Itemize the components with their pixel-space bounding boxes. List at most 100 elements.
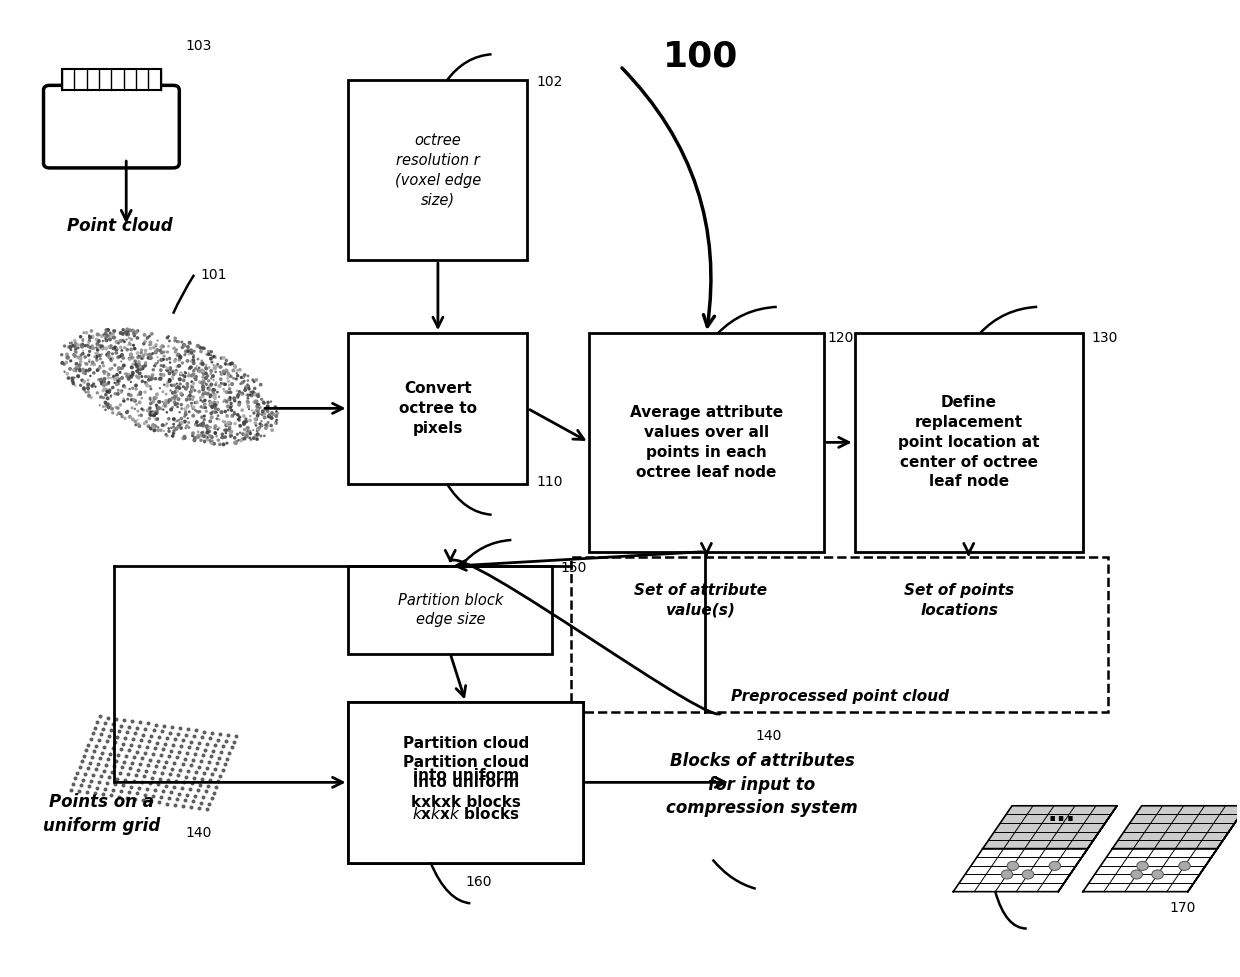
Point xyxy=(99,339,119,355)
Point xyxy=(71,329,91,345)
Point xyxy=(82,749,102,765)
Point xyxy=(100,383,120,399)
Point xyxy=(176,406,196,422)
Point xyxy=(169,347,188,362)
Point xyxy=(136,740,156,755)
Point xyxy=(206,425,226,441)
Point xyxy=(248,426,268,442)
Point xyxy=(143,367,162,383)
Point xyxy=(103,380,123,396)
Point xyxy=(128,369,148,385)
Point xyxy=(118,321,138,337)
Point xyxy=(112,718,131,734)
Point xyxy=(196,370,216,386)
Point xyxy=(109,405,129,421)
Point xyxy=(267,416,286,432)
Point xyxy=(181,734,201,749)
Point xyxy=(252,406,272,422)
Point xyxy=(83,339,103,355)
Point xyxy=(197,425,217,441)
Point xyxy=(244,381,264,397)
Point xyxy=(222,356,242,371)
Point xyxy=(62,370,82,386)
Point xyxy=(63,338,83,354)
Point xyxy=(87,714,107,730)
Point xyxy=(232,403,252,418)
Point xyxy=(118,766,138,782)
Point xyxy=(97,328,117,344)
Point xyxy=(207,404,227,420)
Point xyxy=(99,350,119,365)
Point xyxy=(184,728,203,743)
Point xyxy=(139,734,159,749)
Point xyxy=(102,388,122,404)
Point xyxy=(122,331,141,347)
Point xyxy=(246,415,265,431)
Point xyxy=(99,728,119,743)
Point xyxy=(175,408,195,424)
Point xyxy=(160,351,180,366)
FancyBboxPatch shape xyxy=(348,567,552,654)
Point xyxy=(172,415,192,431)
Point xyxy=(55,357,74,372)
Point xyxy=(207,755,227,771)
Point xyxy=(129,357,149,372)
Point xyxy=(92,376,112,392)
Point xyxy=(128,412,148,428)
Point xyxy=(146,387,166,403)
Point xyxy=(200,429,219,445)
Point xyxy=(120,737,140,752)
Point xyxy=(193,424,213,440)
Point xyxy=(131,733,151,748)
Point xyxy=(89,338,109,354)
Point xyxy=(166,364,186,380)
Point xyxy=(203,385,223,401)
Point xyxy=(167,348,187,363)
Point xyxy=(99,375,119,391)
Point xyxy=(139,372,159,388)
Point xyxy=(82,323,102,339)
Text: Average attribute
values over all
points in each
octree leaf node: Average attribute values over all points… xyxy=(630,405,782,480)
Point xyxy=(123,359,143,374)
Point xyxy=(218,727,238,743)
Point xyxy=(200,378,219,394)
Point xyxy=(263,406,283,422)
Point xyxy=(162,385,182,401)
Point xyxy=(120,381,140,397)
Point xyxy=(110,340,130,356)
Point xyxy=(247,431,267,446)
Point xyxy=(210,411,229,427)
Point xyxy=(76,356,95,371)
Point xyxy=(123,411,143,427)
Point xyxy=(172,387,192,403)
Point xyxy=(207,428,227,444)
Point xyxy=(212,430,232,446)
Point xyxy=(102,338,122,354)
Point xyxy=(206,418,226,434)
Point xyxy=(197,387,217,403)
Point xyxy=(170,762,190,778)
Point xyxy=(180,335,200,351)
Point xyxy=(228,387,248,403)
Point xyxy=(170,720,190,736)
Point xyxy=(91,750,110,766)
Point xyxy=(150,343,170,359)
Point xyxy=(102,370,122,386)
Point xyxy=(237,427,257,443)
Point xyxy=(136,331,156,347)
Point xyxy=(125,413,145,429)
Point xyxy=(208,408,228,424)
Point xyxy=(92,347,112,362)
Point xyxy=(248,408,268,424)
Point xyxy=(206,404,226,420)
Point xyxy=(259,408,279,424)
Point xyxy=(103,782,123,797)
Point xyxy=(115,772,135,787)
Point xyxy=(73,331,93,347)
Point xyxy=(146,356,166,371)
Point xyxy=(107,342,126,358)
Point xyxy=(165,354,185,369)
Point xyxy=(203,368,223,384)
Point xyxy=(87,352,107,367)
Point xyxy=(192,362,212,378)
